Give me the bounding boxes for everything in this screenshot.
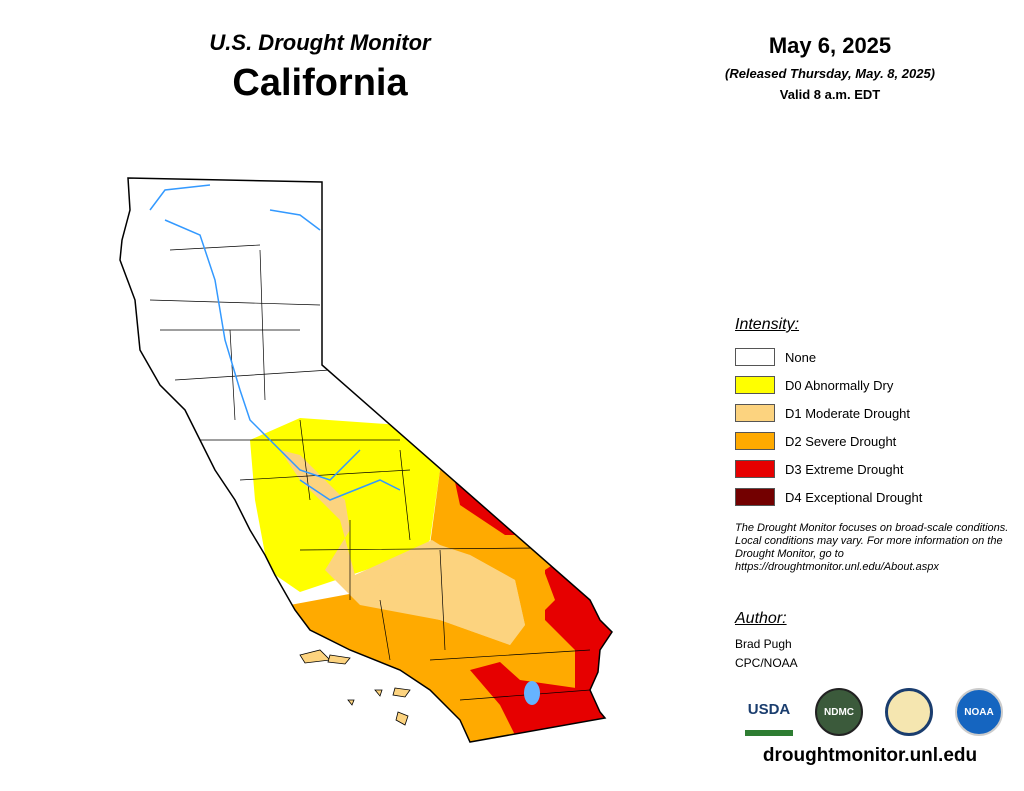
note: The Drought Monitor focuses on broad-sca… <box>735 522 1009 573</box>
legend-item: D1 Moderate Drought <box>735 399 922 427</box>
legend-label: D1 Moderate Drought <box>785 405 911 421</box>
legend-swatch <box>735 432 775 450</box>
author-name: Brad Pugh <box>735 637 792 651</box>
legend-label: D2 Severe Drought <box>785 433 897 449</box>
logo: NDMC <box>815 688 863 736</box>
legend-swatch <box>735 404 775 422</box>
legend-label: D0 Abnormally Dry <box>785 377 894 393</box>
author-title: Author: <box>735 610 787 627</box>
legend-swatch <box>735 488 775 506</box>
legend-item: None <box>735 343 922 371</box>
legend-swatch <box>735 460 775 478</box>
legend-item: D3 Extreme Drought <box>735 455 922 483</box>
release-date: (Released Thursday, May. 8, 2025) <box>724 66 936 81</box>
date: May 6, 2025 <box>768 33 892 58</box>
legend-label: D4 Exceptional Drought <box>785 489 923 505</box>
logo-seal <box>885 688 933 736</box>
legend-item: D0 Abnormally Dry <box>735 371 922 399</box>
url[interactable]: droughtmonitor.unl.edu <box>762 745 978 766</box>
drought-areas <box>120 178 612 742</box>
map <box>119 177 613 743</box>
legend-label: None <box>785 349 817 365</box>
legend: None D0 Abnormally Dry D1 Moderate Drought… <box>735 343 922 511</box>
logo: NOAA <box>955 688 1003 736</box>
legend-swatch <box>735 376 775 394</box>
subtitle: U.S. Drought Monitor <box>209 30 431 55</box>
legend-item: D4 Exceptional Drought <box>735 483 922 511</box>
legend-label: D3 Extreme Drought <box>785 461 904 477</box>
valid-time: Valid 8 a.m. EDT <box>779 87 881 102</box>
title: California <box>232 62 408 104</box>
author-org: CPC/NOAA <box>735 656 798 670</box>
logo: USDA <box>745 688 793 736</box>
legend-item: D2 Severe Drought <box>735 427 922 455</box>
legend-title: Intensity: <box>735 316 800 333</box>
legend-swatch <box>735 348 775 366</box>
